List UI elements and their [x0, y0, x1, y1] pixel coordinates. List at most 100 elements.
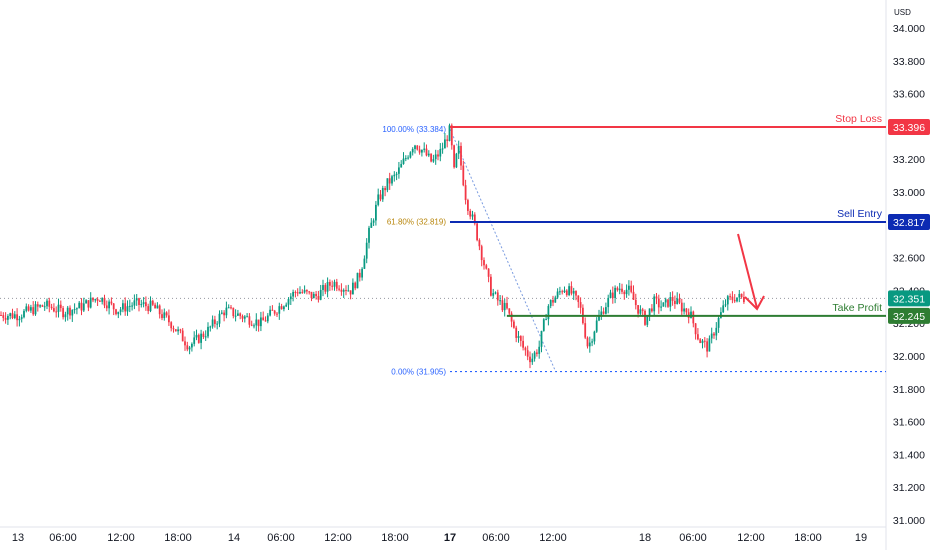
y-tick-label: 32.000 [893, 351, 925, 363]
candle-body [55, 311, 58, 313]
candle-body [513, 321, 515, 328]
candle-body [335, 281, 338, 289]
candle-body [455, 153, 458, 168]
candle-body [354, 282, 357, 289]
candle-body [446, 139, 449, 141]
candle-body [395, 173, 398, 175]
candle-body [432, 159, 435, 162]
candle-body [641, 309, 644, 311]
candle-body [248, 316, 251, 325]
candle-body [634, 299, 637, 306]
candle-body [262, 317, 265, 321]
candle-body [184, 341, 186, 346]
candle-body [30, 307, 32, 311]
candle-body [105, 305, 108, 309]
candle-body [271, 309, 274, 311]
candle-body [710, 333, 713, 339]
candle-body [250, 324, 253, 326]
candle-body [726, 296, 729, 305]
candle-body [322, 285, 324, 290]
candle-body [46, 300, 48, 307]
last-price-tag [888, 290, 930, 307]
candle-body [338, 288, 340, 290]
candle-body [437, 154, 439, 157]
candle-body [115, 309, 117, 315]
candle-body [227, 307, 230, 309]
candle-body [303, 289, 306, 293]
candle-body [89, 297, 92, 308]
candle-body [676, 298, 679, 304]
candle-body [151, 300, 154, 305]
candle-body [738, 293, 741, 298]
price-tag-label-0: 33.396 [893, 122, 925, 134]
y-tick-label: 33.000 [893, 187, 925, 199]
candle-body [124, 303, 127, 312]
candle-body [522, 340, 524, 348]
candle-body [621, 288, 623, 292]
candle-body [168, 315, 170, 323]
candle-body [232, 307, 235, 317]
candle-body [607, 297, 610, 308]
candle-body [473, 214, 476, 224]
candle-body [112, 303, 115, 310]
candle-body [630, 285, 633, 292]
candle-body [598, 316, 600, 321]
candle-body [379, 194, 382, 200]
candle-body [549, 299, 552, 307]
candle-body [503, 302, 506, 311]
candle-body [276, 313, 278, 315]
candle-body [671, 297, 674, 301]
candle-body [225, 307, 228, 316]
candle-body [423, 148, 426, 150]
candle-body [492, 293, 495, 296]
candle-body [713, 333, 715, 336]
candle-body [165, 312, 168, 316]
candle-body [467, 200, 469, 211]
candle-body [237, 313, 239, 316]
candle-body [602, 311, 605, 314]
candle-body [195, 334, 198, 338]
candle-body [616, 287, 619, 291]
candle-body [317, 296, 320, 300]
candle-body [13, 314, 16, 319]
candle-body [269, 309, 271, 316]
candle-body [170, 322, 173, 329]
candle-body [669, 297, 672, 307]
candle-body [239, 313, 242, 317]
candle-body [529, 356, 531, 363]
candle-body [64, 314, 67, 318]
candle-body [674, 300, 676, 304]
candle-body [736, 297, 738, 302]
candle-body [9, 313, 12, 317]
candle-body [50, 306, 53, 309]
candle-body [62, 308, 64, 318]
candle-body [724, 304, 727, 306]
candle-body [653, 296, 656, 312]
candle-body [526, 350, 529, 357]
candle-body [59, 304, 62, 309]
candle-body [384, 188, 386, 191]
y-tick-label: 32.600 [893, 253, 925, 265]
candle-body [356, 272, 359, 289]
candle-body [92, 297, 94, 301]
candle-body [381, 188, 384, 200]
candle-body [487, 268, 490, 277]
candle-body [402, 158, 405, 164]
candle-body [207, 326, 209, 337]
candle-body [740, 293, 743, 298]
candle-body [595, 320, 598, 332]
currency-label: USD [894, 8, 911, 17]
candle-body [703, 340, 706, 342]
candle-body [664, 299, 667, 303]
candle-body [421, 149, 423, 153]
candle-body [398, 167, 400, 174]
candle-body [414, 145, 416, 149]
candle-body [99, 300, 101, 302]
candle-body [80, 302, 83, 311]
candle-body [310, 291, 313, 299]
candle-body [16, 314, 18, 321]
candle-body [266, 315, 269, 322]
candle-body [179, 329, 182, 331]
